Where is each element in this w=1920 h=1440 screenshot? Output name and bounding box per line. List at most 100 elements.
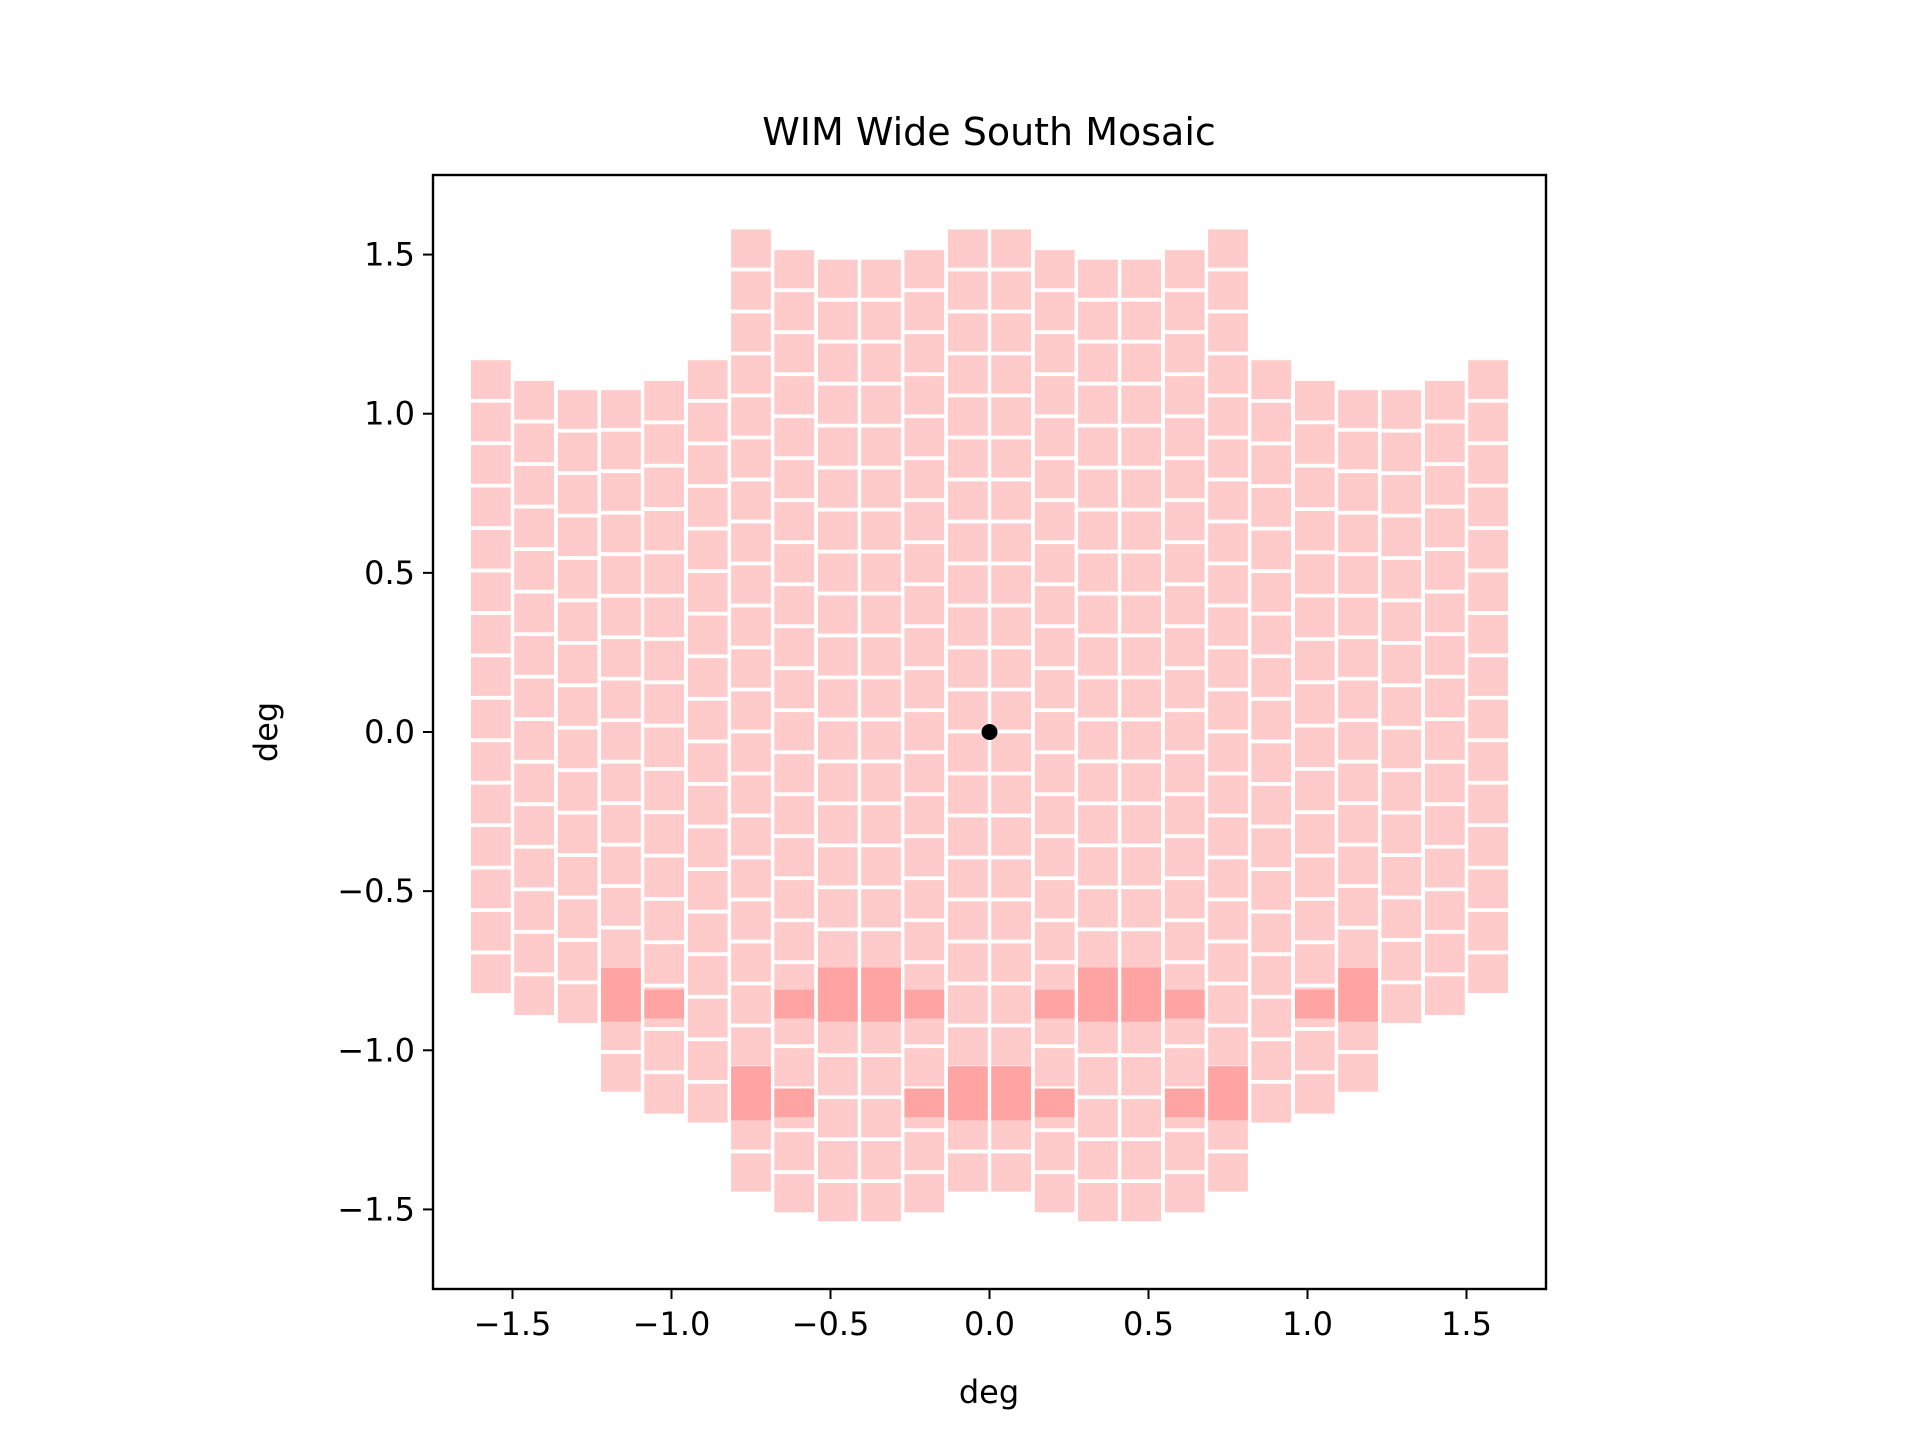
mosaic-tile	[514, 976, 554, 1015]
mosaic-tile	[1164, 1174, 1205, 1213]
mosaic-tile	[471, 827, 511, 866]
mosaic-tile	[1121, 511, 1162, 550]
mosaic-tile	[1034, 544, 1075, 583]
mosaic-tile	[904, 1048, 945, 1087]
mosaic-tile	[557, 517, 598, 557]
mosaic-tile	[774, 754, 815, 793]
mosaic-tile	[1078, 847, 1118, 886]
mosaic-tile	[1468, 954, 1508, 993]
overlap-region	[1208, 1066, 1248, 1121]
mosaic-tile	[1425, 891, 1465, 930]
mosaic-tile	[1338, 431, 1378, 470]
mosaic-tile	[861, 805, 901, 844]
mosaic-tile	[1251, 658, 1292, 697]
y-tick-label: −0.5	[337, 872, 415, 910]
mosaic-tile	[1381, 941, 1422, 981]
mosaic-tile	[471, 784, 511, 824]
mosaic-tile	[904, 292, 945, 331]
mosaic-tile	[471, 954, 511, 993]
mosaic-tile	[687, 615, 728, 655]
mosaic-tile	[1164, 544, 1205, 583]
mosaic-tile	[991, 481, 1031, 520]
mosaic-tile	[1164, 838, 1205, 877]
mosaic-tile	[1208, 691, 1248, 730]
mosaic-tile	[1078, 259, 1118, 298]
mosaic-tile	[687, 913, 728, 953]
mosaic-tile	[1208, 271, 1248, 310]
mosaic-tile	[1425, 423, 1465, 463]
mosaic-tile	[1338, 763, 1378, 802]
mosaic-tile	[1121, 805, 1162, 844]
mosaic-tile	[1381, 687, 1422, 726]
mosaic-tile	[1251, 828, 1292, 868]
mosaic-tile	[774, 418, 815, 457]
mosaic-tile	[904, 586, 945, 625]
mosaic-tile	[1208, 817, 1248, 856]
mosaic-tile	[1381, 772, 1422, 811]
mosaic-tile	[1121, 427, 1162, 466]
mosaic-tile	[1078, 679, 1118, 718]
mosaic-tile	[731, 649, 771, 688]
mosaic-tile	[471, 445, 511, 484]
y-axis-label: deg	[247, 702, 285, 762]
mosaic-tile	[1381, 644, 1422, 684]
overlap-region	[904, 1088, 945, 1118]
mosaic-tile	[1078, 1183, 1118, 1222]
mosaic-tile	[1425, 721, 1465, 760]
mosaic-tile	[687, 1083, 728, 1123]
mosaic-tile	[904, 754, 945, 793]
mosaic-tile	[1164, 292, 1205, 331]
overlap-region	[1338, 967, 1378, 1022]
x-tick-label: 0.5	[1123, 1305, 1174, 1343]
mosaic-tile	[601, 846, 641, 885]
mosaic-tile	[644, 944, 685, 984]
mosaic-tile	[1425, 636, 1465, 675]
mosaic-tile	[1164, 586, 1205, 625]
mosaic-tile	[601, 929, 641, 968]
mosaic-tile	[644, 900, 685, 941]
mosaic-tile	[1468, 614, 1508, 654]
mosaic-tile	[687, 487, 728, 527]
mosaic-tile	[687, 360, 728, 399]
mosaic-tile	[1034, 418, 1075, 457]
mosaic-tile	[991, 985, 1031, 1024]
mosaic-tile	[991, 691, 1031, 730]
overlap-region	[1078, 967, 1118, 1022]
x-tick-label: −1.0	[633, 1305, 711, 1343]
mosaic-tile	[644, 1030, 685, 1071]
mosaic-tile	[1468, 402, 1508, 442]
mosaic-tile	[731, 607, 771, 646]
mosaic-tile	[601, 763, 641, 802]
mosaic-tile	[774, 334, 815, 373]
mosaic-tile	[687, 445, 728, 485]
mosaic-tile	[1294, 944, 1335, 984]
mosaic-tile	[644, 684, 685, 724]
mosaic-tile	[1121, 385, 1162, 424]
mosaic-tile	[687, 870, 728, 910]
mosaic-tile	[948, 859, 988, 898]
mosaic-tile	[817, 847, 858, 886]
mosaic-tile	[1468, 529, 1508, 569]
mosaic-tile	[817, 553, 858, 592]
mosaic-tile	[948, 649, 988, 688]
mosaic-tile	[601, 473, 641, 511]
mosaic-tile	[948, 439, 988, 478]
mosaic-tile	[731, 271, 771, 310]
mosaic-tile	[1078, 553, 1118, 592]
mosaic-tile	[1468, 360, 1508, 399]
mosaic-tile	[861, 847, 901, 886]
mosaic-tile	[601, 639, 641, 677]
mosaic-tile	[861, 1183, 901, 1222]
y-tick-label: −1.5	[337, 1190, 415, 1228]
mosaic-tile	[1208, 607, 1248, 646]
mosaic-tile	[774, 1048, 815, 1087]
mosaic-tile	[1251, 445, 1292, 485]
mosaic-tile	[861, 1057, 901, 1096]
mosaic-tile	[1338, 514, 1378, 553]
mosaic-tile	[861, 595, 901, 634]
mosaic-tile	[644, 467, 685, 508]
mosaic-tile	[514, 465, 554, 505]
mosaic-tile	[514, 848, 554, 888]
mosaic-tile	[817, 1099, 858, 1138]
